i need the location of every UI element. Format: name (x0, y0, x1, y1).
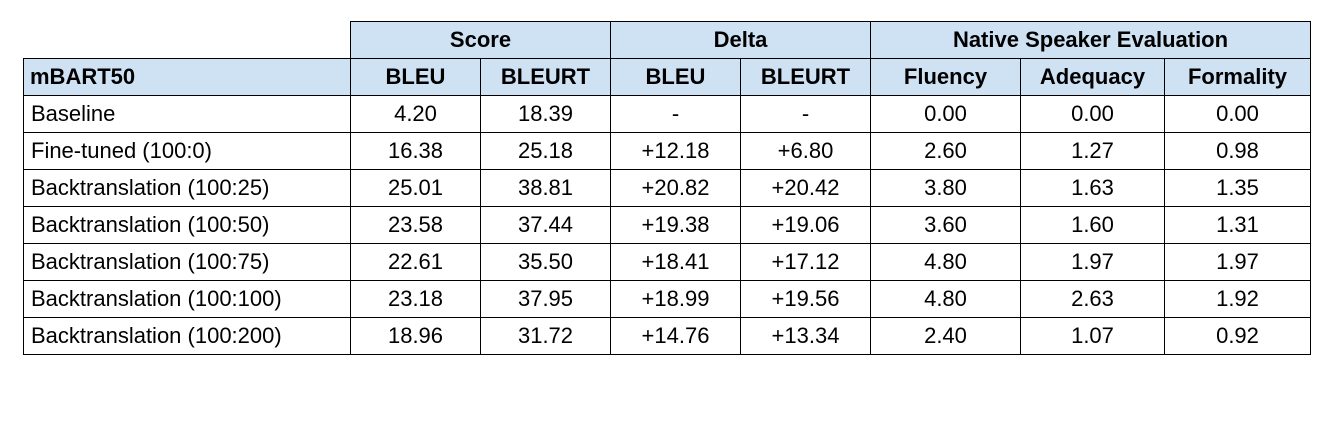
group-header-delta: Delta (610, 21, 871, 59)
value-cell: 4.80 (870, 280, 1021, 318)
value-cell: 1.31 (1164, 206, 1311, 244)
table-row: Backtranslation (100:75) 22.61 35.50 +18… (23, 243, 1311, 281)
column-header-formality: Formality (1164, 58, 1311, 96)
model-name-cell: Backtranslation (100:100) (23, 280, 351, 318)
value-cell: +14.76 (610, 317, 741, 355)
group-header-score: Score (350, 21, 611, 59)
value-cell: 25.01 (350, 169, 481, 207)
value-cell: 37.44 (480, 206, 611, 244)
value-cell: 0.00 (1164, 95, 1311, 133)
value-cell: 0.98 (1164, 132, 1311, 170)
value-cell: 23.58 (350, 206, 481, 244)
value-cell: +19.56 (740, 280, 871, 318)
value-cell: 37.95 (480, 280, 611, 318)
value-cell: 1.63 (1020, 169, 1165, 207)
table-row: Backtranslation (100:100) 23.18 37.95 +1… (23, 280, 1311, 318)
column-header-delta-bleurt: BLEURT (740, 58, 871, 96)
model-name-cell: Backtranslation (100:200) (23, 317, 351, 355)
value-cell: +19.38 (610, 206, 741, 244)
model-name-cell: Fine-tuned (100:0) (23, 132, 351, 170)
value-cell: 31.72 (480, 317, 611, 355)
value-cell: +6.80 (740, 132, 871, 170)
value-cell: 1.97 (1020, 243, 1165, 281)
corner-cell (23, 21, 351, 59)
value-cell: 1.35 (1164, 169, 1311, 207)
table-row: Baseline 4.20 18.39 - - 0.00 0.00 0.00 (23, 95, 1311, 133)
table-row: Backtranslation (100:50) 23.58 37.44 +19… (23, 206, 1311, 244)
table-row: Fine-tuned (100:0) 16.38 25.18 +12.18 +6… (23, 132, 1311, 170)
column-header-adequacy: Adequacy (1020, 58, 1165, 96)
value-cell: 1.27 (1020, 132, 1165, 170)
value-cell: 18.39 (480, 95, 611, 133)
value-cell: 4.20 (350, 95, 481, 133)
value-cell: 23.18 (350, 280, 481, 318)
column-header-row: mBART50 BLEU BLEURT BLEU BLEURT Fluency … (23, 58, 1311, 96)
value-cell: 0.00 (870, 95, 1021, 133)
value-cell: 18.96 (350, 317, 481, 355)
value-cell: 1.97 (1164, 243, 1311, 281)
table-body: Baseline 4.20 18.39 - - 0.00 0.00 0.00 F… (23, 95, 1311, 355)
results-table: Score Delta Native Speaker Evaluation mB… (23, 21, 1311, 355)
value-cell: 4.80 (870, 243, 1021, 281)
value-cell: 25.18 (480, 132, 611, 170)
group-header-native-speaker-evaluation: Native Speaker Evaluation (870, 21, 1311, 59)
value-cell: 2.40 (870, 317, 1021, 355)
value-cell: 0.00 (1020, 95, 1165, 133)
value-cell: +20.82 (610, 169, 741, 207)
value-cell: 2.60 (870, 132, 1021, 170)
value-cell: - (610, 95, 741, 133)
value-cell: 1.07 (1020, 317, 1165, 355)
column-header-delta-bleu: BLEU (610, 58, 741, 96)
model-name-cell: Backtranslation (100:75) (23, 243, 351, 281)
table-row: Backtranslation (100:200) 18.96 31.72 +1… (23, 317, 1311, 355)
value-cell: 1.60 (1020, 206, 1165, 244)
value-cell: +20.42 (740, 169, 871, 207)
value-cell: +18.99 (610, 280, 741, 318)
value-cell: 2.63 (1020, 280, 1165, 318)
value-cell: +18.41 (610, 243, 741, 281)
value-cell: 3.80 (870, 169, 1021, 207)
value-cell: 38.81 (480, 169, 611, 207)
value-cell: - (740, 95, 871, 133)
model-name-cell: Baseline (23, 95, 351, 133)
column-header-score-bleurt: BLEURT (480, 58, 611, 96)
table-row: Backtranslation (100:25) 25.01 38.81 +20… (23, 169, 1311, 207)
value-cell: 22.61 (350, 243, 481, 281)
model-name-cell: Backtranslation (100:25) (23, 169, 351, 207)
group-header-row: Score Delta Native Speaker Evaluation (23, 21, 1311, 59)
value-cell: 16.38 (350, 132, 481, 170)
column-header-fluency: Fluency (870, 58, 1021, 96)
value-cell: 3.60 (870, 206, 1021, 244)
value-cell: +13.34 (740, 317, 871, 355)
value-cell: +19.06 (740, 206, 871, 244)
value-cell: 35.50 (480, 243, 611, 281)
value-cell: 0.92 (1164, 317, 1311, 355)
model-name-cell: Backtranslation (100:50) (23, 206, 351, 244)
value-cell: +12.18 (610, 132, 741, 170)
column-header-score-bleu: BLEU (350, 58, 481, 96)
value-cell: 1.92 (1164, 280, 1311, 318)
value-cell: +17.12 (740, 243, 871, 281)
row-header-label: mBART50 (23, 58, 351, 96)
